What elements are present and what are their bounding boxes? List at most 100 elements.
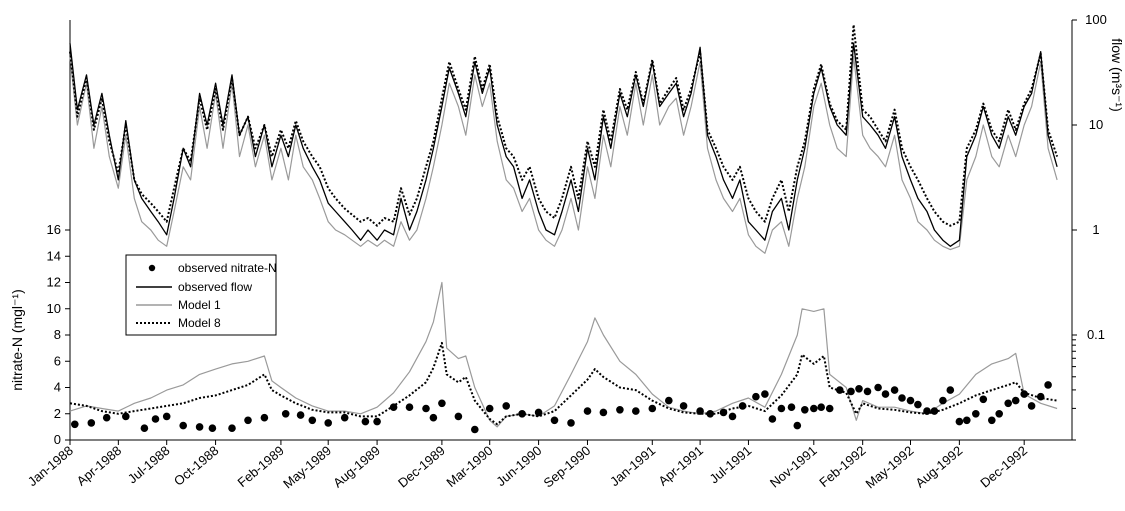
observed-nitrate-point: [988, 416, 996, 425]
observed-nitrate-point: [583, 407, 592, 415]
observed-nitrate-point: [1004, 399, 1012, 408]
observed-nitrate-point: [518, 410, 526, 418]
observed-nitrate-point: [1011, 396, 1020, 405]
observed-nitrate-point: [679, 402, 688, 410]
observed-nitrate-point: [719, 408, 728, 417]
observed-nitrate-point: [281, 410, 290, 418]
x-tick-label: Oct-1988: [171, 443, 222, 489]
left-tick-label: 2: [54, 406, 61, 421]
observed-nitrate-point: [151, 415, 160, 423]
observed-nitrate-point: [923, 407, 931, 415]
model-1-right-line: [69, 55, 1058, 254]
observed-nitrate-point: [855, 385, 863, 393]
observed-nitrate-point: [296, 411, 305, 419]
observed-nitrate-point: [768, 415, 777, 423]
observed-nitrate-point: [801, 406, 809, 414]
left-tick-label: 16: [47, 222, 61, 237]
observed-nitrate-point: [485, 404, 494, 413]
x-tick-label: Sep-1990: [541, 443, 594, 491]
left-tick-label: 0: [54, 432, 61, 447]
observed-nitrate-point: [972, 410, 980, 418]
x-tick-label: Feb-1992: [816, 443, 868, 490]
left-tick-label: 12: [47, 275, 61, 290]
observed-nitrate-point: [939, 396, 947, 405]
observed-nitrate-point: [632, 407, 640, 415]
model-1-left-line: [69, 281, 1058, 428]
legend-observed-nitrate-label: observed nitrate-N: [178, 261, 277, 275]
model-8-left-line: [69, 341, 1058, 426]
observed-nitrate-point: [616, 406, 624, 414]
observed-nitrate-point: [777, 404, 786, 413]
legend-model8-label: Model 8: [178, 316, 221, 330]
observed-nitrate-point: [1027, 402, 1036, 410]
observed-nitrate-point: [963, 416, 971, 425]
right-axis-ticks: 0.1 1 10 100: [1072, 12, 1107, 441]
observed-nitrate-point: [324, 419, 333, 427]
left-tick-label: 6: [54, 353, 61, 368]
observed-nitrate-point: [567, 419, 575, 427]
x-tick-label: May-1989: [280, 443, 334, 492]
x-tick-label: Dec-1989: [395, 443, 448, 491]
left-tick-label: 8: [54, 327, 61, 342]
left-axis-ticks: 0 2 4 6 8 10 12 14 16: [47, 222, 70, 447]
observed-nitrate-point: [71, 420, 79, 429]
observed-nitrate-point: [208, 424, 217, 433]
observed-nitrate-point: [752, 392, 760, 401]
x-tick-label: Dec-1992: [977, 443, 1030, 491]
observed-nitrate-point: [550, 416, 559, 425]
observed-nitrate-point: [728, 412, 737, 421]
left-tick-label: 4: [54, 380, 61, 395]
right-tick-label: 0.1: [1087, 327, 1105, 342]
observed-nitrate-point: [454, 412, 463, 421]
right-tick-label: 100: [1085, 12, 1107, 27]
observed-nitrate-point: [648, 404, 657, 413]
series-layer: [69, 23, 1059, 428]
observed-nitrate-point: [102, 413, 111, 422]
legend-observed-flow-label: observed flow: [178, 280, 252, 294]
x-tick-label: Jul-1988: [125, 443, 173, 487]
observed-nitrate-point: [898, 394, 906, 402]
x-tick-label: Nov-1991: [767, 443, 820, 491]
observed-nitrate-point: [340, 413, 349, 422]
right-tick-label: 10: [1089, 117, 1103, 132]
observed-nitrate-point: [874, 383, 882, 392]
observed-nitrate-point: [228, 424, 236, 433]
observed-nitrate-point: [599, 408, 608, 417]
x-tick-label: Jul-1991: [707, 443, 755, 487]
observed-nitrate-point: [405, 403, 414, 412]
observed-nitrate-point: [244, 416, 252, 425]
observed-nitrate-point: [1044, 381, 1052, 389]
observed-nitrate-point: [162, 412, 171, 421]
legend-model1-label: Model 1: [178, 298, 221, 312]
observed-nitrate-point: [825, 404, 834, 413]
observed-nitrate-point: [665, 396, 673, 405]
observed-nitrate-point: [429, 413, 438, 422]
observed-nitrate-point: [738, 402, 747, 410]
observed-nitrate-point: [260, 413, 269, 422]
x-tick-label: Mar-1990: [443, 443, 495, 490]
observed-nitrate-point: [502, 402, 511, 410]
observed-nitrate-point: [930, 407, 939, 415]
observed-nitrate-point: [308, 416, 317, 425]
observed-nitrate-point: [438, 399, 446, 408]
observed-nitrate-point: [373, 417, 381, 426]
x-tick-label: Feb-1989: [235, 443, 287, 490]
observed-nitrate-point: [1036, 392, 1045, 401]
observed-nitrate-point: [761, 390, 769, 398]
x-tick-label: Apr-1991: [655, 443, 706, 489]
observed-nitrate-point: [810, 404, 818, 413]
x-tick-label: Jan-1988: [25, 443, 76, 489]
left-axis-label: nitrate-N (mgl⁻¹): [9, 289, 25, 391]
x-tick-label: May-1992: [862, 443, 916, 492]
observed-nitrate-point: [847, 387, 855, 396]
x-tick-label: Jan-1991: [607, 443, 658, 489]
x-tick-label: Aug-1989: [330, 443, 383, 491]
observed-nitrate-point: [389, 403, 398, 412]
left-tick-label: 10: [47, 301, 61, 316]
observed-nitrate-point: [955, 417, 964, 426]
observed-nitrate-point: [863, 387, 872, 396]
observed-nitrate-point: [881, 390, 890, 398]
observed-nitrate-point: [817, 403, 825, 412]
